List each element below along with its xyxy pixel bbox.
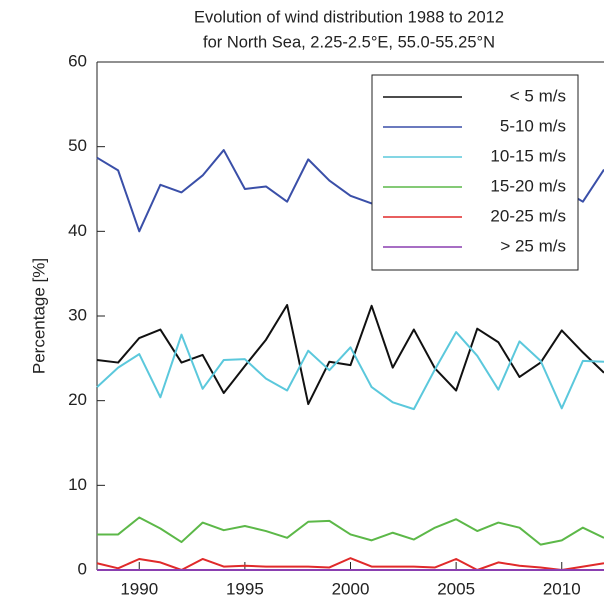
x-tick-label: 2000: [332, 579, 370, 598]
legend-label: 20-25 m/s: [490, 206, 566, 225]
legend-label: > 25 m/s: [500, 236, 566, 255]
y-tick-label: 50: [68, 136, 87, 155]
y-tick-label: 10: [68, 475, 87, 494]
legend-label: 10-15 m/s: [490, 146, 566, 165]
legend-box: [371, 74, 579, 271]
y-tick-label: 0: [78, 559, 87, 578]
x-tick-label: 1990: [120, 579, 158, 598]
legend-label: 5-10 m/s: [500, 116, 566, 135]
x-tick-label: 2010: [543, 579, 581, 598]
chart-subtitle: for North Sea, 2.25-2.5°E, 55.0-55.25°N: [203, 33, 495, 51]
legend-label: 15-20 m/s: [490, 176, 566, 195]
x-tick-label: 1995: [226, 579, 264, 598]
x-tick-label: 2005: [437, 579, 475, 598]
series-line: [96, 331, 604, 411]
y-axis-label: Percentage [%]: [29, 258, 48, 374]
y-tick-label: 20: [68, 390, 87, 409]
y-tick-label: 40: [68, 221, 87, 240]
y-tick-label: 60: [68, 51, 87, 70]
series-line: [96, 303, 604, 406]
series-line: [97, 516, 604, 546]
y-tick-label: 30: [68, 305, 87, 324]
chart-title: Evolution of wind distribution 1988 to 2…: [194, 8, 504, 26]
legend-label: < 5 m/s: [510, 86, 566, 105]
